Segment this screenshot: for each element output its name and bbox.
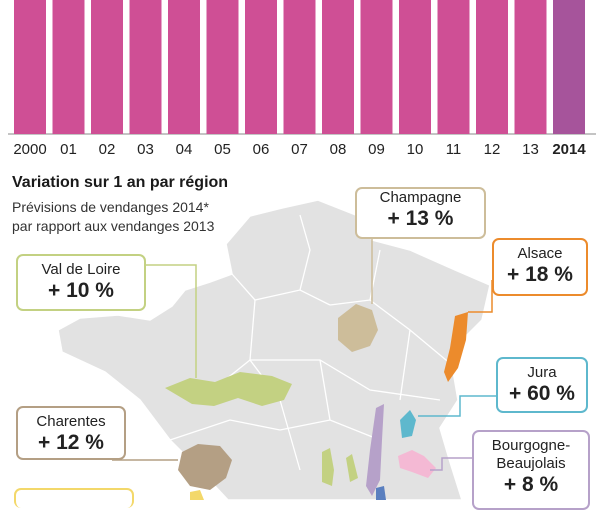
region-shape-rhone — [398, 450, 436, 478]
region-name-jura: Jura — [527, 364, 557, 381]
region-value-alsace: + 18 % — [507, 263, 573, 286]
callout-partial-bottom — [14, 488, 134, 508]
bar-05 — [206, 0, 239, 134]
region-name-val-de-loire: Val de Loire — [41, 261, 121, 278]
region-name-champagne: Champagne — [379, 189, 462, 206]
year-label-08: 08 — [329, 141, 347, 158]
region-shape-small-2 — [346, 454, 358, 482]
bar-02 — [91, 0, 123, 134]
callout-alsace: Alsace + 18 % — [492, 238, 588, 296]
year-label-09: 09 — [368, 141, 385, 158]
bar-2014 — [553, 0, 585, 134]
subtitle-line-1: Prévisions de vendanges 2014* — [12, 199, 209, 215]
bar-06 — [245, 0, 277, 134]
region-value-val-de-loire: + 10 % — [48, 279, 114, 302]
year-label-11: 11 — [445, 141, 462, 158]
year-label-06: 06 — [252, 141, 270, 158]
year-label-03: 03 — [137, 141, 154, 158]
bar-03 — [129, 0, 162, 134]
callout-charentes: Charentes + 12 % — [16, 406, 126, 460]
region-value-jura: + 60 % — [509, 382, 575, 405]
region-shape-alsace — [444, 312, 468, 382]
bar-12 — [476, 0, 508, 134]
region-shape-jura — [400, 410, 416, 438]
region-shape-small-1 — [322, 448, 334, 486]
region-value-bourgogne-beaujolais: + 8 % — [503, 473, 559, 496]
region-borders — [169, 214, 453, 471]
region-name-alsace: Alsace — [517, 245, 563, 262]
year-label-01: 01 — [60, 141, 77, 158]
year-label-05: 05 — [214, 141, 231, 158]
year-label-02: 02 — [98, 141, 116, 158]
yearly-bar-chart — [8, 0, 596, 135]
section-title: Variation sur 1 an par région — [12, 174, 229, 191]
region-name-charentes: Charentes — [36, 413, 106, 430]
region-name-bourgogne: Bourgogne- — [491, 437, 571, 454]
bar-01 — [52, 0, 85, 134]
region-shape-val-de-loire — [165, 372, 292, 406]
callout-jura: Jura + 60 % — [496, 357, 588, 413]
callout-val-de-loire: Val de Loire + 10 % — [16, 254, 146, 311]
region-value-charentes: + 12 % — [38, 431, 104, 454]
year-label-07: 07 — [291, 141, 308, 158]
leader-lines — [112, 238, 496, 471]
bar-04 — [168, 0, 200, 134]
bar-07 — [283, 0, 316, 134]
region-shape-small-4 — [190, 490, 204, 500]
bar-11 — [437, 0, 470, 134]
region-shape-champagne — [338, 304, 378, 352]
region-value-champagne: + 13 % — [387, 207, 454, 230]
year-label-2014: 2014 — [552, 141, 586, 158]
year-label-10: 10 — [406, 141, 424, 158]
bar-08 — [322, 0, 354, 134]
bar-2000 — [14, 0, 46, 134]
region-shape-bourgogne-beaujolais — [366, 404, 384, 496]
callout-champagne: Champagne + 13 % — [355, 187, 486, 239]
bar-13 — [514, 0, 547, 134]
region-name-beaujolais: Beaujolais — [496, 455, 566, 472]
year-label-12: 12 — [483, 141, 501, 158]
year-label-13: 13 — [522, 141, 539, 158]
year-label-04: 04 — [175, 141, 193, 158]
region-shape-charentes — [178, 444, 232, 490]
subtitle-line-2: par rapport aux vendanges 2013 — [12, 218, 215, 234]
region-shape-small-3 — [376, 486, 386, 500]
bar-10 — [399, 0, 431, 134]
bar-09 — [360, 0, 393, 134]
year-label-2000: 2000 — [13, 141, 47, 158]
callout-bourgogne-beaujolais: Bourgogne- Beaujolais + 8 % — [472, 430, 590, 510]
